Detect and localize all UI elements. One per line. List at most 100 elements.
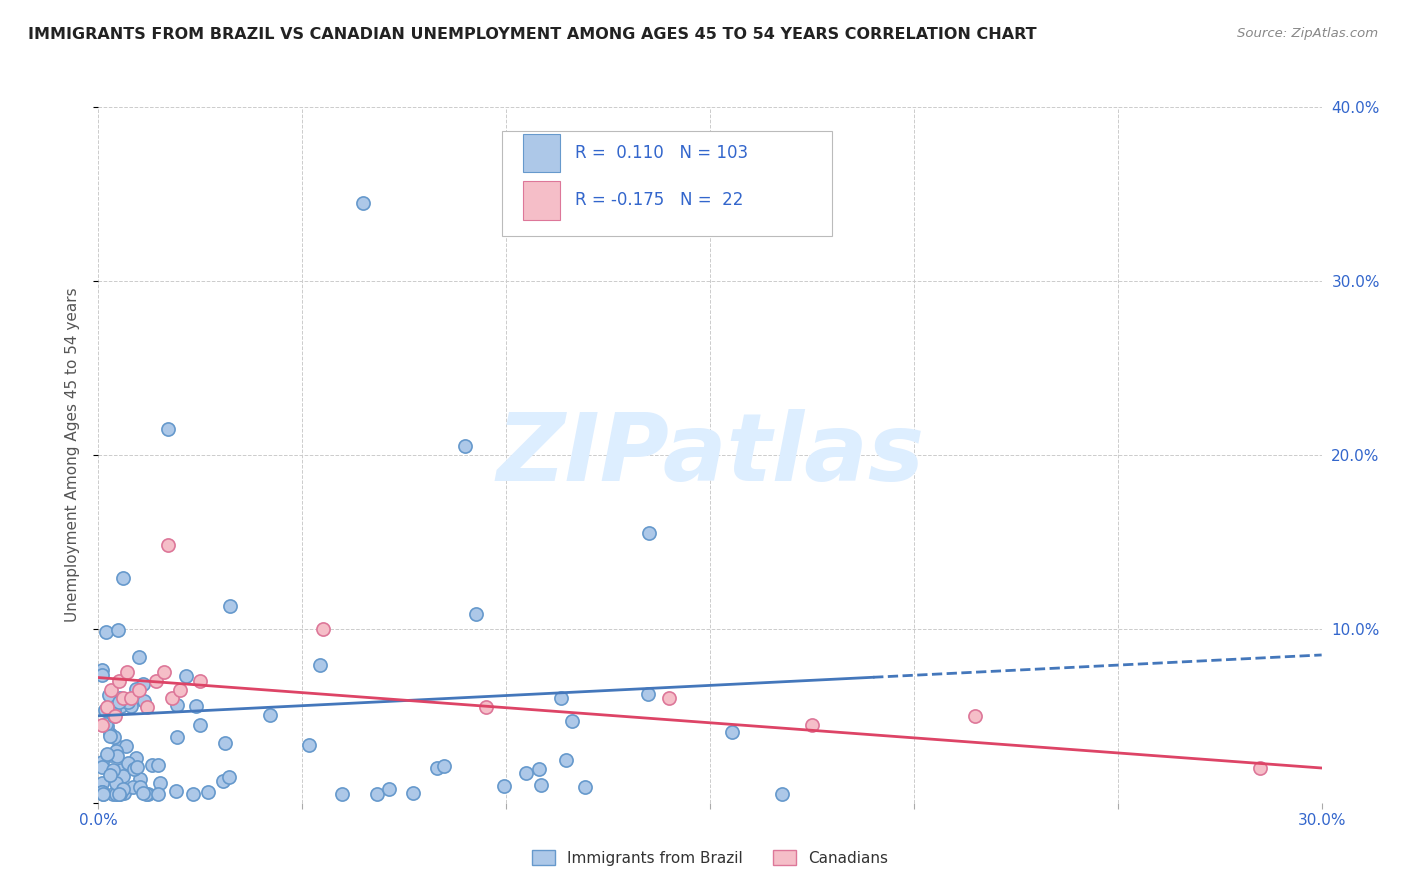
- Point: [492, 779, 515, 793]
- Point: [402, 786, 425, 800]
- Point: [124, 751, 146, 765]
- Point: [131, 677, 153, 691]
- Point: [103, 704, 125, 718]
- Point: [433, 758, 456, 772]
- Point: [100, 682, 122, 697]
- Point: [197, 785, 219, 799]
- Point: [801, 717, 824, 731]
- Point: [112, 786, 135, 800]
- Point: [103, 731, 125, 745]
- Point: [131, 786, 153, 800]
- Point: [97, 689, 120, 703]
- Point: [111, 782, 134, 797]
- Point: [218, 771, 240, 785]
- Point: [97, 705, 120, 719]
- Point: [352, 195, 374, 210]
- Point: [188, 674, 212, 689]
- Point: [94, 703, 117, 717]
- Point: [156, 422, 179, 436]
- Point: [96, 719, 118, 733]
- Point: [136, 787, 159, 801]
- Point: [637, 526, 661, 541]
- Text: R =  0.110   N = 103: R = 0.110 N = 103: [575, 144, 748, 161]
- Point: [214, 736, 236, 750]
- Point: [107, 787, 129, 801]
- Point: [530, 778, 553, 792]
- Point: [145, 674, 167, 689]
- Point: [136, 700, 159, 714]
- Point: [96, 625, 118, 640]
- Point: [110, 698, 132, 713]
- Point: [135, 787, 157, 801]
- Point: [658, 691, 681, 706]
- Point: [174, 669, 197, 683]
- Point: [186, 698, 208, 713]
- Point: [98, 727, 121, 741]
- Point: [454, 439, 477, 453]
- Point: [115, 739, 138, 753]
- Point: [91, 784, 114, 798]
- Point: [181, 787, 204, 801]
- Point: [128, 682, 150, 697]
- Point: [94, 716, 117, 731]
- Point: [188, 718, 211, 732]
- Point: [330, 787, 353, 801]
- Point: [91, 787, 114, 801]
- Point: [103, 763, 125, 777]
- Point: [146, 758, 169, 772]
- Point: [117, 756, 139, 771]
- Point: [120, 691, 142, 706]
- Point: [165, 784, 187, 798]
- Point: [149, 775, 172, 789]
- Point: [378, 782, 401, 797]
- Point: [212, 774, 235, 789]
- Point: [101, 787, 124, 801]
- Point: [120, 698, 142, 713]
- Point: [117, 695, 139, 709]
- Point: [366, 787, 388, 801]
- Point: [125, 682, 148, 697]
- Point: [148, 787, 170, 801]
- Point: [426, 761, 449, 775]
- Point: [527, 762, 550, 776]
- Point: [515, 766, 537, 780]
- Point: [105, 770, 128, 784]
- Point: [100, 768, 122, 782]
- Point: [166, 731, 188, 745]
- Legend: Immigrants from Brazil, Canadians: Immigrants from Brazil, Canadians: [526, 844, 894, 871]
- Text: Source: ZipAtlas.com: Source: ZipAtlas.com: [1237, 27, 1378, 40]
- Point: [100, 748, 122, 763]
- Point: [105, 787, 128, 801]
- Point: [259, 708, 281, 723]
- Point: [770, 787, 793, 801]
- Point: [465, 607, 488, 621]
- Point: [111, 691, 134, 706]
- Point: [110, 690, 132, 705]
- Point: [108, 787, 131, 801]
- Point: [721, 725, 744, 739]
- Point: [105, 749, 128, 764]
- Point: [111, 571, 134, 585]
- Text: ZIPatlas: ZIPatlas: [496, 409, 924, 501]
- Point: [91, 759, 114, 773]
- Point: [965, 708, 987, 723]
- Point: [128, 780, 150, 795]
- Point: [166, 698, 188, 712]
- Point: [107, 787, 129, 801]
- Point: [218, 599, 240, 614]
- Point: [100, 729, 122, 743]
- Point: [91, 787, 114, 801]
- Point: [104, 708, 127, 723]
- Point: [1249, 761, 1271, 775]
- Point: [128, 649, 150, 664]
- Point: [108, 739, 131, 754]
- Point: [555, 753, 578, 767]
- Point: [152, 665, 174, 680]
- Point: [91, 668, 114, 682]
- Point: [115, 665, 138, 680]
- Point: [298, 738, 321, 752]
- Point: [91, 784, 114, 798]
- Point: [141, 758, 163, 772]
- Point: [110, 763, 132, 777]
- Point: [112, 785, 135, 799]
